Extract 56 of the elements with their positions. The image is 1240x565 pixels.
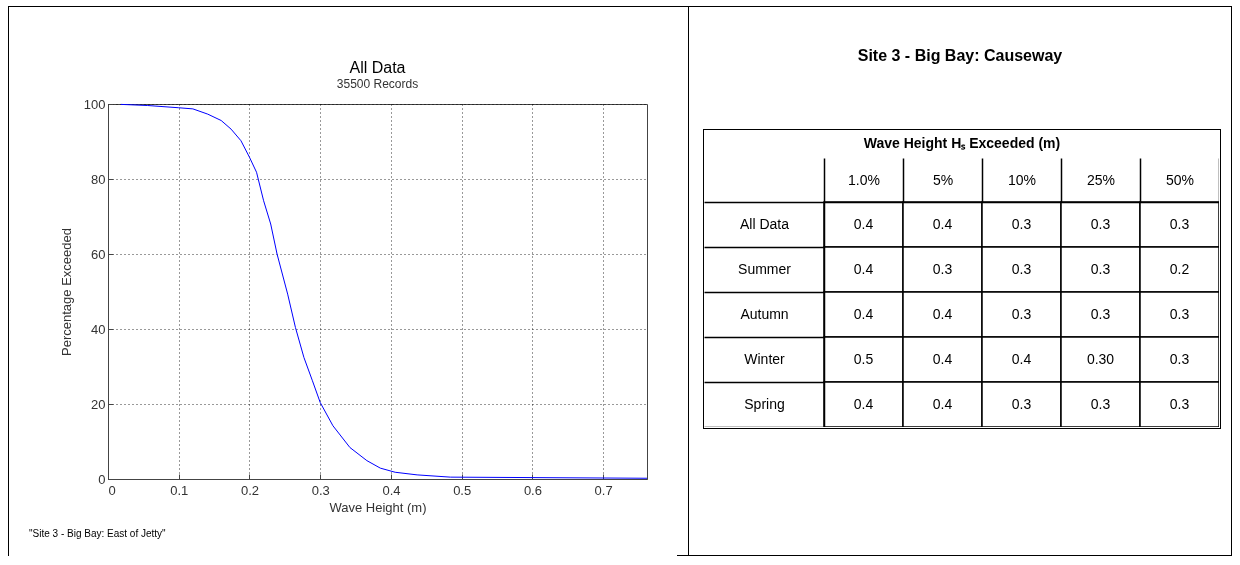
data-label: 0.3 xyxy=(1011,305,1032,322)
chart-title: All Data xyxy=(349,59,406,76)
y-tick-label: 100 xyxy=(83,96,106,112)
data-label: 0.3 xyxy=(1090,215,1111,232)
chart-subtitle: Wave Height Hₛ Exceeded (m) xyxy=(705,131,1219,158)
x-tick-label: 0.5 xyxy=(453,482,472,498)
x-tick-label: 25% xyxy=(1086,171,1116,188)
x-tick-label: 0.6 xyxy=(523,482,542,498)
data-label: 0.3 xyxy=(1169,395,1190,412)
y-axis-title: Percentage Exceeded xyxy=(58,228,74,356)
x-axis-title: Wave Height (m) xyxy=(329,499,427,515)
data-label: 0.3 xyxy=(1169,305,1190,322)
chart-subtitle: 35500 Records xyxy=(336,77,419,91)
y-tick-label: Summer xyxy=(738,261,792,277)
data-label: 0.4 xyxy=(853,305,874,322)
data-label: 0.3 xyxy=(1011,260,1032,277)
x-tick-label: 0.4 xyxy=(382,482,401,498)
data-label: 0.4 xyxy=(932,305,953,322)
y-tick-label: 40 xyxy=(91,321,106,337)
x-tick-label: 0.1 xyxy=(170,482,189,498)
y-tick-label: Winter xyxy=(744,351,786,367)
text: "Site 3 - Big Bay: East of Jetty" xyxy=(29,528,166,539)
y-tick-label: Spring xyxy=(744,396,785,412)
data-label: 0.4 xyxy=(853,215,874,232)
data-label: 0.4 xyxy=(932,215,953,232)
y-tick-label: 60 xyxy=(91,246,106,262)
data-label: 0.4 xyxy=(932,395,953,412)
x-tick-label: 0.7 xyxy=(594,482,613,498)
data-label: 0.3 xyxy=(932,260,953,277)
data-label: 0.4 xyxy=(853,260,874,277)
y-tick-label: 20 xyxy=(91,396,106,412)
data-label: 0.4 xyxy=(932,350,953,367)
data-label: 0.4 xyxy=(1011,350,1032,367)
data-label: 0.3 xyxy=(1090,395,1111,412)
x-tick-label: 0.3 xyxy=(311,482,330,498)
data-label: 0.2 xyxy=(1169,260,1190,277)
x-tick-label: 0.2 xyxy=(240,482,260,498)
y-tick-label: 0 xyxy=(98,471,106,487)
data-label: 0.30 xyxy=(1086,350,1115,367)
data-label: 0.3 xyxy=(1090,305,1111,322)
data-label: 0.3 xyxy=(1169,215,1190,232)
y-tick-label: 80 xyxy=(91,171,106,187)
y-tick-label: All Data xyxy=(739,216,790,232)
data-label: 0.3 xyxy=(1011,395,1032,412)
data-label: 0.3 xyxy=(1011,215,1032,232)
data-label: 0.3 xyxy=(1169,350,1190,367)
data-label: 0.4 xyxy=(853,395,874,412)
data-label: 0.5 xyxy=(853,350,874,367)
chart-title: Site 3 - Big Bay: Causeway xyxy=(856,47,1064,65)
x-tick-label: 1.0% xyxy=(848,171,880,188)
x-tick-label: 50% xyxy=(1165,171,1195,188)
data-label: 0.3 xyxy=(1090,260,1111,277)
x-tick-label: 0 xyxy=(108,482,116,498)
x-tick-label: 10% xyxy=(1007,171,1037,188)
x-tick-label: 5% xyxy=(932,171,954,188)
y-tick-label: Autumn xyxy=(740,306,789,322)
